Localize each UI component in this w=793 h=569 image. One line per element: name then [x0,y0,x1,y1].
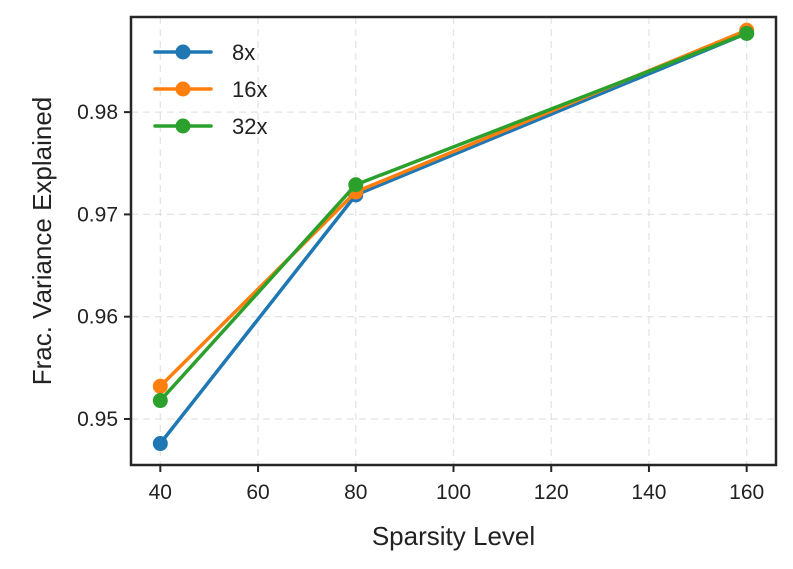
series-32x [152,25,755,409]
series-lines [152,22,755,452]
x-tick-label: 100 [436,481,471,504]
x-axis-label: Sparsity Level [372,521,535,551]
x-tick-label: 160 [729,481,764,504]
data-point [348,177,364,193]
data-point [739,25,755,41]
y-axis-ticks: 0.95 0.96 0.97 0.98 [77,101,131,431]
legend-item-16x: 16x [153,77,267,102]
x-tick-label: 60 [246,481,269,504]
x-tick-label: 40 [149,481,172,504]
legend-item-32x: 32x [153,114,267,139]
y-tick-label: 0.97 [77,203,118,226]
data-point [152,393,168,409]
x-axis-ticks: 40 60 80 100 120 140 160 [149,465,764,504]
legend-swatch-marker [175,44,191,60]
y-tick-label: 0.96 [77,306,118,329]
plot-area-frame [129,15,778,467]
data-point [152,436,168,452]
legend: 8x 16x 32x [153,40,267,139]
x-tick-label: 80 [344,481,367,504]
x-tick-label: 140 [631,481,666,504]
legend-swatch-marker [175,81,191,97]
data-point [152,378,168,394]
legend-swatch-marker [175,118,191,134]
x-tick-label: 120 [534,481,569,504]
legend-label: 8x [232,40,255,65]
y-axis-label: Frac. Variance Explained [27,97,57,386]
y-tick-label: 0.95 [77,408,118,431]
legend-label: 32x [232,114,267,139]
legend-item-8x: 8x [153,40,255,65]
legend-label: 16x [232,77,267,102]
grid [131,17,776,465]
y-tick-label: 0.98 [77,101,118,124]
